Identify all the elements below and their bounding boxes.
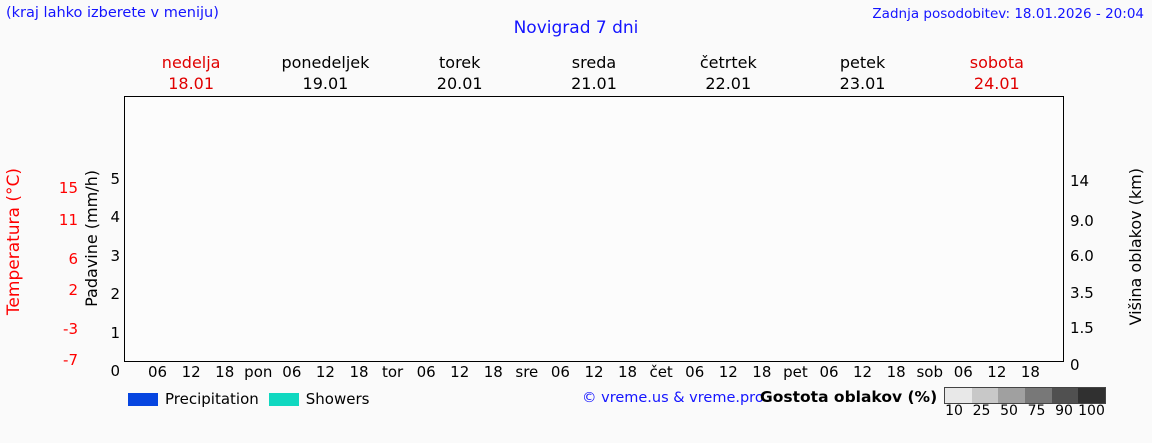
cloud-density-tick-1: 25 <box>972 403 991 419</box>
cloud-density-tick-5: 100 <box>1078 403 1105 419</box>
precipitation-tick-4: 1 <box>110 323 120 342</box>
time-tick-4: 06 <box>282 363 302 381</box>
day-name: četrtek <box>699 53 757 72</box>
day-name: sobota <box>969 53 1024 72</box>
precipitation-tick-5: 0 <box>110 362 120 380</box>
time-tick-20: 06 <box>819 363 839 381</box>
legend-item-precipitation: Precipitation <box>128 390 259 408</box>
cloud-height-tick-0: 14 <box>1070 172 1090 190</box>
temperature-tick-2: 6 <box>68 249 78 268</box>
day-date: 19.01 <box>302 74 349 93</box>
page-title: Novigrad 7 dni <box>513 18 639 38</box>
copyright-link[interactable]: © vreme.us & vreme.pro <box>582 390 764 406</box>
cloud-shade-1 <box>971 388 999 403</box>
time-tick-25: 12 <box>987 363 1007 381</box>
temperature-axis-title: Temperatura (°C) <box>4 168 24 316</box>
cloud-density-legend-title: Gostota oblakov (%) <box>760 388 938 406</box>
time-tick-1: 12 <box>181 363 201 381</box>
cloud-shade-0 <box>945 388 972 403</box>
day-date: 20.01 <box>436 74 483 93</box>
temperature-tick-1: 11 <box>58 210 78 229</box>
location-menu-note: (kraj lahko izberete v meniju) <box>6 5 219 21</box>
cloud-density-tick-4: 90 <box>1055 403 1073 419</box>
precipitation-tick-1: 4 <box>110 208 120 227</box>
day-header-0: nedelja 18.01 <box>124 52 258 96</box>
time-tick-8: 06 <box>416 363 436 381</box>
time-tick-26: 18 <box>1020 363 1040 381</box>
temperature-tick-4: -3 <box>63 319 78 338</box>
cloud-density-gradient-bar <box>944 387 1106 404</box>
cloud-shade-5 <box>1078 388 1106 403</box>
time-tick-0: 06 <box>148 363 168 381</box>
time-tick-23: sob <box>916 363 943 381</box>
time-tick-11: sre <box>515 363 539 381</box>
precipitation-legend: Precipitation Showers <box>128 388 369 410</box>
time-tick-21: 12 <box>853 363 873 381</box>
day-date: 24.01 <box>973 74 1020 93</box>
temperature-tick-0: 15 <box>58 179 78 198</box>
time-tick-6: 18 <box>349 363 369 381</box>
time-tick-15: čet <box>649 363 673 381</box>
time-tick-2: 18 <box>215 363 235 381</box>
legend-label-showers: Showers <box>305 390 370 408</box>
temperature-tick-3: 2 <box>68 280 78 299</box>
cloud-height-tick-5: 0 <box>1070 356 1080 374</box>
day-date: 22.01 <box>705 74 752 93</box>
cloud-shade-2 <box>998 388 1026 403</box>
day-name: ponedeljek <box>281 53 370 72</box>
precipitation-swatch <box>128 392 158 406</box>
day-header-1: ponedeljek 19.01 <box>258 52 392 96</box>
time-tick-10: 18 <box>483 363 503 381</box>
day-header-2: torek 20.01 <box>393 52 527 96</box>
cloud-density-tick-0: 10 <box>945 403 963 419</box>
time-tick-12: 06 <box>550 363 570 381</box>
day-name: nedelja <box>161 53 221 72</box>
cloud-height-tick-1: 9.0 <box>1070 212 1094 230</box>
time-tick-17: 12 <box>718 363 738 381</box>
time-tick-14: 18 <box>618 363 638 381</box>
time-tick-18: 18 <box>752 363 772 381</box>
day-date: 23.01 <box>839 74 886 93</box>
time-axis-ticks: 06 12 18 pon 06 12 18 tor 06 12 18 sre 06 12 18 čet 06 12… <box>124 363 1064 385</box>
last-update-label: Zadnja posodobitev: 18.01.2026 - 20:04 <box>872 6 1144 22</box>
day-name: petek <box>839 53 886 72</box>
cloud-shade-4 <box>1051 388 1079 403</box>
legend-item-showers: Showers <box>268 390 370 408</box>
plot-frame <box>124 96 1064 362</box>
showers-swatch <box>268 392 299 406</box>
cloud-density-tick-3: 75 <box>1027 403 1046 419</box>
time-tick-24: 06 <box>953 363 973 381</box>
cloud-density-tick-labels: 10 25 50 75 90 100 <box>944 403 1112 421</box>
day-date: 18.01 <box>168 74 215 93</box>
precipitation-tick-3: 2 <box>110 285 120 304</box>
time-tick-3: pon <box>244 363 273 381</box>
day-header-6: sobota 24.01 <box>930 52 1064 96</box>
day-date: 21.01 <box>571 74 617 93</box>
day-header-4: četrtek 22.01 <box>661 52 795 96</box>
legend-label-precipitation: Precipitation <box>165 390 259 408</box>
cloud-height-tick-4: 1.5 <box>1070 319 1094 337</box>
cloud-shade-3 <box>1025 388 1052 403</box>
time-tick-22: 18 <box>886 363 906 381</box>
time-tick-5: 12 <box>315 363 335 381</box>
cloud-density-tick-2: 50 <box>1000 403 1018 419</box>
precipitation-tick-0: 5 <box>110 170 120 188</box>
time-tick-16: 06 <box>685 363 705 381</box>
time-tick-7: tor <box>381 363 404 381</box>
day-name: torek <box>439 53 481 72</box>
precipitation-axis-title: Padavine (mm/h) <box>82 170 101 307</box>
cloud-height-tick-3: 3.5 <box>1070 284 1094 302</box>
temperature-tick-5: -7 <box>63 351 78 370</box>
day-header-3: sreda 21.01 <box>527 52 661 96</box>
day-header-row: nedelja 18.01 ponedeljek 19.01 torek 20.01 sre… <box>124 52 1064 96</box>
time-tick-19: pet <box>783 363 808 381</box>
day-name: sreda <box>571 53 617 72</box>
precipitation-tick-2: 3 <box>110 246 120 265</box>
time-tick-13: 12 <box>584 363 604 381</box>
day-header-5: petek 23.01 <box>795 52 929 96</box>
cloud-height-tick-2: 6.0 <box>1070 247 1094 265</box>
time-tick-9: 12 <box>450 363 470 381</box>
cloud-height-axis-title: Višina oblakov (km) <box>1126 168 1145 326</box>
